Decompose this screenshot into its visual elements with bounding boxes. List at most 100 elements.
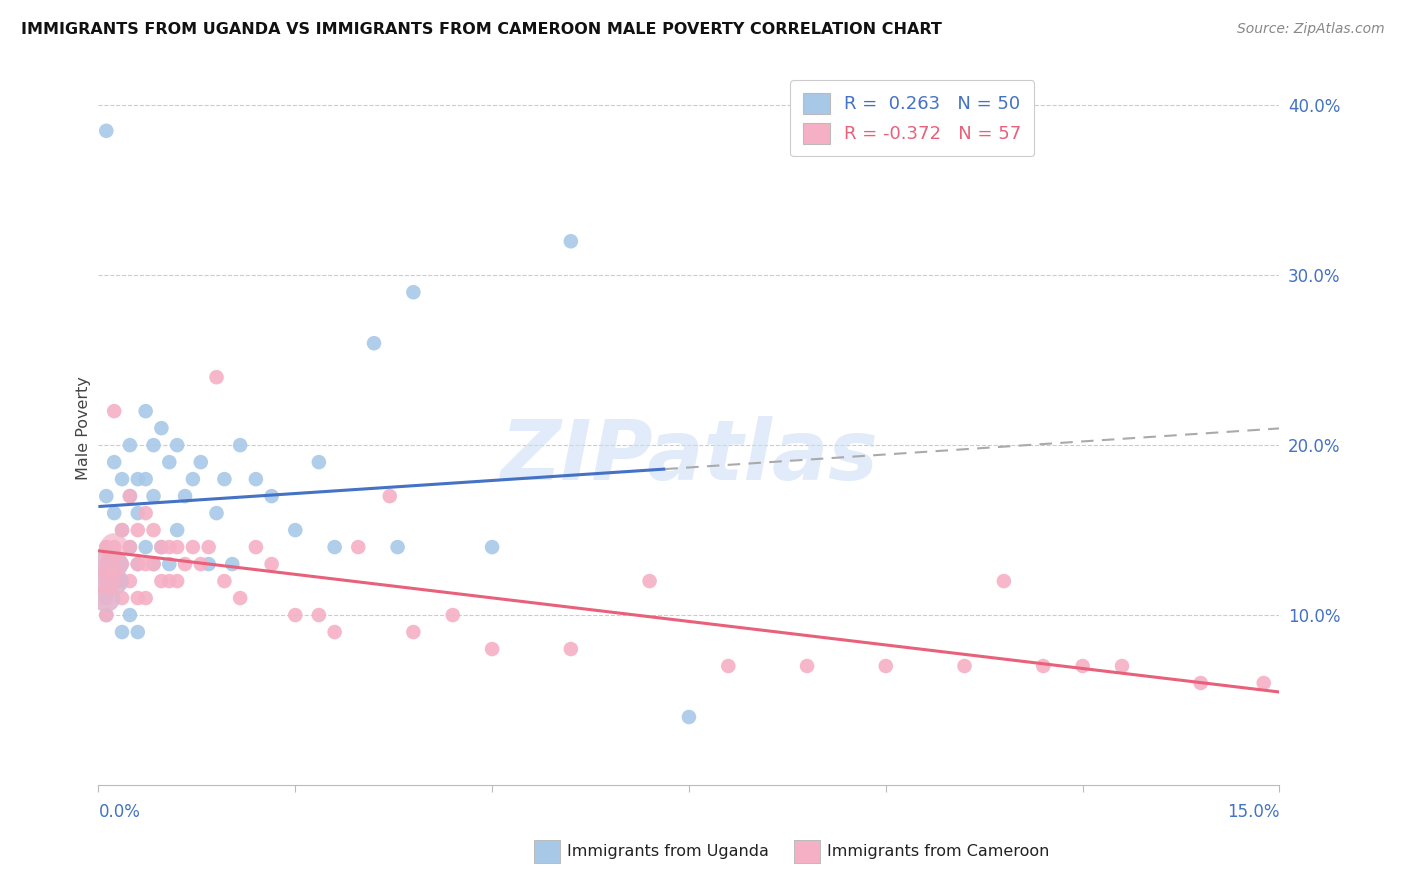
Point bbox=[96, 574, 118, 588]
Point bbox=[214, 574, 236, 588]
Text: Immigrants from Uganda: Immigrants from Uganda bbox=[567, 845, 769, 859]
Point bbox=[1189, 676, 1212, 690]
Point bbox=[111, 574, 134, 588]
Point bbox=[96, 540, 118, 554]
Point bbox=[205, 506, 228, 520]
Point bbox=[142, 557, 165, 571]
Point bbox=[142, 489, 165, 503]
Point bbox=[214, 472, 236, 486]
Point bbox=[229, 591, 252, 605]
Point bbox=[118, 489, 141, 503]
Point bbox=[111, 557, 134, 571]
Point bbox=[150, 421, 173, 435]
Point bbox=[135, 404, 157, 418]
Point bbox=[96, 591, 118, 605]
Point bbox=[678, 710, 700, 724]
Point bbox=[103, 574, 125, 588]
Point bbox=[1032, 659, 1054, 673]
Point bbox=[323, 625, 346, 640]
Point bbox=[96, 574, 118, 588]
Point bbox=[135, 557, 157, 571]
Point bbox=[118, 489, 141, 503]
Point bbox=[308, 455, 330, 469]
Point bbox=[1253, 676, 1275, 690]
Point bbox=[103, 506, 125, 520]
Point bbox=[118, 540, 141, 554]
Point bbox=[347, 540, 370, 554]
Point bbox=[308, 608, 330, 623]
Point bbox=[135, 506, 157, 520]
Point bbox=[111, 591, 134, 605]
Point bbox=[953, 659, 976, 673]
Point bbox=[441, 608, 464, 623]
Point bbox=[96, 489, 118, 503]
Point bbox=[402, 625, 425, 640]
Point bbox=[387, 540, 409, 554]
Point bbox=[127, 591, 149, 605]
Point bbox=[127, 557, 149, 571]
Point bbox=[157, 540, 180, 554]
Point bbox=[103, 557, 125, 571]
Point bbox=[796, 659, 818, 673]
Point bbox=[96, 557, 118, 571]
Point bbox=[284, 608, 307, 623]
Point bbox=[174, 489, 197, 503]
Point bbox=[135, 591, 157, 605]
Y-axis label: Male Poverty: Male Poverty bbox=[76, 376, 91, 480]
Point bbox=[560, 642, 582, 657]
Point bbox=[111, 625, 134, 640]
Point bbox=[717, 659, 740, 673]
Point bbox=[875, 659, 897, 673]
Text: Immigrants from Cameroon: Immigrants from Cameroon bbox=[827, 845, 1049, 859]
Point bbox=[205, 370, 228, 384]
Point bbox=[103, 574, 125, 588]
Point bbox=[96, 574, 118, 588]
Point bbox=[118, 438, 141, 452]
Point bbox=[96, 608, 118, 623]
Point bbox=[166, 438, 188, 452]
Point bbox=[135, 472, 157, 486]
Point bbox=[260, 557, 283, 571]
Point bbox=[96, 124, 118, 138]
Point bbox=[103, 557, 125, 571]
Text: IMMIGRANTS FROM UGANDA VS IMMIGRANTS FROM CAMEROON MALE POVERTY CORRELATION CHAR: IMMIGRANTS FROM UGANDA VS IMMIGRANTS FRO… bbox=[21, 22, 942, 37]
Point bbox=[127, 523, 149, 537]
Point bbox=[103, 557, 125, 571]
Point bbox=[363, 336, 385, 351]
Point bbox=[96, 591, 118, 605]
Point bbox=[378, 489, 401, 503]
Point bbox=[190, 455, 212, 469]
Point bbox=[118, 574, 141, 588]
Point bbox=[135, 540, 157, 554]
Point bbox=[96, 557, 118, 571]
Point bbox=[157, 557, 180, 571]
Point bbox=[481, 540, 503, 554]
Legend: R =  0.263   N = 50, R = -0.372   N = 57: R = 0.263 N = 50, R = -0.372 N = 57 bbox=[790, 80, 1035, 156]
Point bbox=[157, 574, 180, 588]
Point bbox=[245, 472, 267, 486]
Point bbox=[229, 438, 252, 452]
Point bbox=[96, 540, 118, 554]
Point bbox=[103, 540, 125, 554]
Point bbox=[166, 540, 188, 554]
Point bbox=[174, 557, 197, 571]
Point bbox=[127, 557, 149, 571]
Point bbox=[197, 540, 219, 554]
Point bbox=[103, 574, 125, 588]
Point bbox=[157, 455, 180, 469]
Point bbox=[150, 540, 173, 554]
Point bbox=[142, 523, 165, 537]
Point bbox=[284, 523, 307, 537]
Point bbox=[111, 472, 134, 486]
Point bbox=[96, 608, 118, 623]
Point bbox=[118, 540, 141, 554]
Point bbox=[402, 285, 425, 300]
Text: ZIPatlas: ZIPatlas bbox=[501, 417, 877, 497]
Point bbox=[560, 234, 582, 248]
Point bbox=[221, 557, 243, 571]
Point bbox=[181, 540, 204, 554]
Point bbox=[638, 574, 661, 588]
Point bbox=[103, 540, 125, 554]
Point bbox=[150, 540, 173, 554]
Point bbox=[103, 404, 125, 418]
